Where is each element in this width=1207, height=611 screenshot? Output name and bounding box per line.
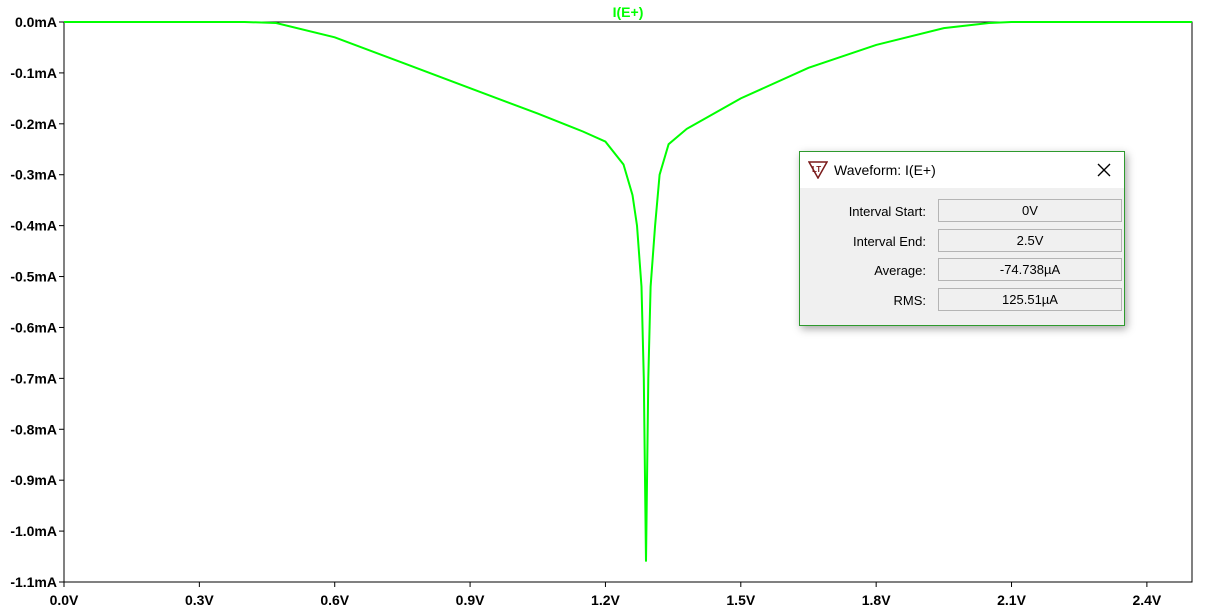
average-label: Average: [874,263,926,278]
y-tick-label: -1.0mA [10,523,57,539]
x-tick-label: 0.6V [320,592,349,608]
x-tick-label: 1.2V [591,592,620,608]
average-field[interactable]: -74.738µA [938,258,1122,281]
y-tick-label: 0.0mA [15,14,57,30]
y-tick-label: -1.1mA [10,574,57,590]
ltspice-icon: LT [808,161,828,179]
y-tick-label: -0.7mA [10,370,57,386]
y-tick-label: -0.3mA [10,167,57,183]
y-tick-label: -0.5mA [10,269,57,285]
x-tick-label: 2.4V [1132,592,1161,608]
y-axis: 0.0mA -0.1mA -0.2mA -0.3mA -0.4mA -0.5mA -0.6m… [10,14,64,590]
y-tick-label: -0.1mA [10,65,57,81]
trace-title[interactable]: I(E+) [613,4,644,20]
dialog-title: Waveform: I(E+) [834,162,936,178]
rms-field[interactable]: 125.51µA [938,287,1122,311]
y-tick-label: -0.4mA [10,218,57,234]
y-tick-label: -0.6mA [10,319,57,335]
rms-row: RMS: 125.51µA [800,285,1124,315]
dialog-titlebar[interactable]: LT Waveform: I(E+) [800,152,1124,188]
waveform-dialog[interactable]: LT Waveform: I(E+) Interval Start: 0V In… [799,151,1125,326]
x-tick-label: 0.9V [456,592,485,608]
interval-start-field[interactable]: 0V [938,199,1122,222]
interval-start-row: Interval Start: 0V [800,196,1124,226]
svg-text:LT: LT [812,165,821,174]
interval-end-field[interactable]: 2.5V [938,228,1122,252]
dialog-rows: Interval Start: 0V Interval End: 2.5V Av… [800,188,1124,314]
x-axis: 0.0V 0.3V 0.6V 0.9V 1.2V 1.5V 1.8V 2.1V 2.4V [50,582,1162,608]
average-row: Average: -74.738µA [800,255,1124,285]
close-icon[interactable] [1094,160,1114,180]
y-tick-label: -0.8mA [10,421,57,437]
y-tick-label: -0.2mA [10,116,57,132]
x-tick-label: 2.1V [997,592,1026,608]
y-tick-label: -0.9mA [10,472,57,488]
rms-label: RMS: [893,292,927,308]
x-tick-label: 0.3V [185,592,214,608]
x-tick-label: 1.5V [726,592,755,608]
plot-area-frame [63,21,1193,583]
x-tick-label: 0.0V [50,592,79,608]
interval-start-label: Interval Start: [848,204,926,219]
interval-end-label: Interval End: [853,233,926,249]
x-tick-label: 1.8V [862,592,891,608]
trace-line-i-e-plus[interactable] [64,21,1192,562]
interval-end-row: Interval End: 2.5V [800,226,1124,256]
